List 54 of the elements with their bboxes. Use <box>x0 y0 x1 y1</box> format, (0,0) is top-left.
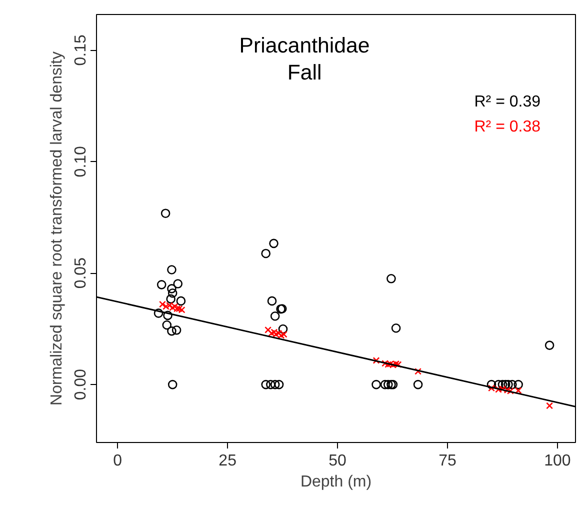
x-tick-label: 25 <box>218 452 237 470</box>
point <box>266 380 276 390</box>
point <box>267 296 277 306</box>
y-tick-label: 0.00 <box>72 368 90 400</box>
point <box>167 284 176 294</box>
point <box>486 380 496 390</box>
point <box>372 356 380 364</box>
point <box>514 380 523 390</box>
point <box>173 279 183 288</box>
annotation: R² = 0.38 <box>474 118 541 136</box>
point <box>383 380 393 390</box>
y-tick-label: 0.10 <box>72 146 90 178</box>
point <box>166 294 176 304</box>
point <box>167 265 176 274</box>
x-tick-label: 100 <box>544 452 571 470</box>
point <box>372 380 381 390</box>
point <box>168 288 178 298</box>
point <box>504 380 513 390</box>
point <box>168 380 178 390</box>
point <box>380 380 390 390</box>
x-axis-title: Depth (m) <box>300 474 372 490</box>
point <box>498 380 508 390</box>
y-tick-label: 0.05 <box>72 257 90 289</box>
point <box>154 308 164 318</box>
point <box>508 380 517 390</box>
annotation: R² = 0.39 <box>474 94 541 110</box>
x-tick-label: 75 <box>438 452 457 470</box>
point <box>270 380 280 390</box>
point <box>278 324 288 334</box>
point <box>269 238 278 248</box>
x-tick-label: 50 <box>328 452 347 470</box>
point <box>274 380 284 390</box>
point <box>413 380 423 390</box>
point <box>162 320 172 330</box>
text: Priacanthidae Fall <box>239 34 370 84</box>
point <box>163 310 172 320</box>
point <box>160 208 170 218</box>
x-tick-label: 0 <box>113 452 122 470</box>
point <box>386 274 396 284</box>
point <box>546 402 554 410</box>
point <box>414 368 422 375</box>
point <box>270 311 280 321</box>
y-axis-title: Normalized square root transformed larval density <box>48 52 66 406</box>
point <box>386 380 396 390</box>
point <box>172 326 182 335</box>
point <box>176 296 186 306</box>
y-tick-label: 0.15 <box>72 34 90 66</box>
point <box>544 340 554 350</box>
point <box>391 324 401 333</box>
point <box>167 326 176 336</box>
point <box>261 248 270 258</box>
point <box>261 380 270 390</box>
point <box>156 280 166 290</box>
point <box>500 380 510 390</box>
